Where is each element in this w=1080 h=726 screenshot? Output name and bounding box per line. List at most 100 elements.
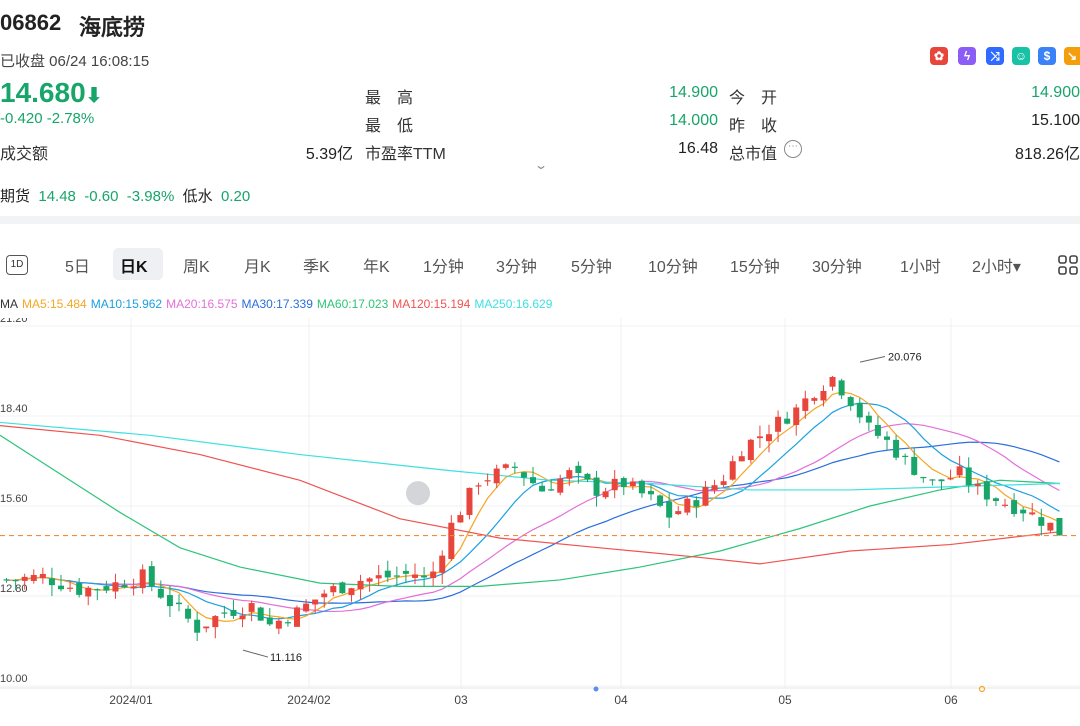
tab-13[interactable]: 2小时▾ (972, 259, 1021, 276)
candle-body (12, 580, 19, 582)
candle-body (221, 612, 228, 614)
chart-icon[interactable]: ↘ (1064, 47, 1080, 65)
candle-body (384, 570, 391, 578)
candle-body (393, 575, 400, 577)
tab-1[interactable]: 日K (120, 259, 148, 276)
tab-7[interactable]: 3分钟 (496, 259, 537, 276)
tab-2[interactable]: 周K (183, 259, 210, 276)
candle-body (130, 586, 137, 589)
open-value: 14.900 (1031, 84, 1080, 101)
ma30-line (6, 441, 1060, 604)
ma60-line (0, 434, 1061, 587)
expand-chevron-icon[interactable]: ⌄ (533, 158, 549, 172)
candle-body (766, 434, 772, 442)
tab-5[interactable]: 年K (363, 259, 390, 276)
candle-body (194, 619, 201, 633)
candlestick-chart[interactable]: 21.20 18.40 15.60 12.80 10.00 2024/01 2024/02 0… (0, 318, 1080, 724)
candle-body (421, 575, 428, 578)
candle-body (112, 582, 119, 592)
event-marker[interactable] (978, 685, 986, 693)
candle-body (902, 455, 909, 458)
candle-body (76, 582, 83, 595)
candle-body (675, 511, 682, 515)
candle-body (457, 515, 464, 523)
candle-body (657, 495, 664, 506)
candle-body (530, 477, 536, 484)
candle-body (493, 468, 500, 484)
candle-body (157, 588, 164, 598)
tab-9[interactable]: 10分钟 (648, 259, 698, 276)
futures-row: 期货 14.48 -0.60 -3.98% 低水 0.20 (0, 185, 250, 206)
futures-price: 14.48 (38, 188, 76, 205)
lightning-icon[interactable]: ϟ (958, 47, 976, 65)
candle-body (185, 608, 192, 619)
candle-body (947, 478, 954, 480)
candle-body (30, 574, 37, 581)
ma-prefix: MA (0, 297, 18, 311)
candle-body (693, 500, 700, 507)
tab-0[interactable]: 5日 (65, 259, 90, 276)
tab-4[interactable]: 季K (303, 259, 330, 276)
candle-body (402, 570, 409, 574)
candle-body (520, 472, 527, 478)
one-day-button[interactable]: 1D (6, 255, 28, 275)
layout-grid-icon[interactable] (1058, 255, 1078, 275)
candle-body (176, 602, 182, 605)
candle-body (620, 478, 627, 488)
shuffle-icon[interactable]: ⤨ (986, 47, 1004, 65)
candle-body (938, 479, 945, 482)
futures-discount: 0.20 (221, 188, 251, 205)
section-divider (0, 216, 1080, 224)
smile-icon[interactable]: ☺ (1012, 47, 1030, 65)
candle-body (239, 615, 246, 620)
candle-body (602, 491, 609, 498)
candle-body (39, 573, 46, 579)
candle-body (865, 415, 872, 423)
ma-legend-item: MA10:15.962 (90, 297, 163, 311)
candle-body (856, 403, 863, 418)
more-info-icon[interactable]: ⋯ (784, 140, 802, 158)
futures-discount-label: 低水 (182, 188, 213, 205)
candle-body (103, 586, 110, 591)
tab-3[interactable]: 月K (244, 259, 271, 276)
hk-flag-icon[interactable]: ✿ (930, 47, 948, 65)
tab-6[interactable]: 1分钟 (423, 259, 464, 276)
candle-body (702, 487, 709, 506)
ma-legend: MA MA5:15.484 MA10:15.962 MA20:16.575 MA30:1… (0, 297, 556, 311)
candle-body (85, 587, 92, 597)
candle-body (1038, 517, 1045, 526)
tab-8[interactable]: 5分钟 (571, 259, 612, 276)
candle-body (511, 466, 518, 468)
candle-body (230, 609, 237, 616)
ma120-line (0, 425, 1061, 565)
candle-body (312, 599, 319, 605)
candle-body (166, 595, 173, 607)
candle-body (584, 473, 591, 480)
tab-11[interactable]: 30分钟 (812, 259, 862, 276)
candle-body (557, 478, 564, 493)
crosshair-dot[interactable] (406, 481, 430, 506)
high-annotation-label: 20.076 (888, 352, 922, 364)
stock-code: 06862 (0, 10, 62, 35)
candle-body (1029, 512, 1036, 515)
price-value: 14.680 (0, 77, 86, 108)
candle-body (539, 485, 546, 492)
candle-body (375, 575, 382, 579)
tab-12[interactable]: 1小时 (900, 259, 941, 276)
x-tick-label: 2024/01 (109, 693, 153, 707)
candle-body (430, 571, 437, 579)
candle-body (820, 390, 827, 401)
candle-body (21, 576, 28, 581)
candle-body (992, 498, 999, 501)
dollar-icon[interactable]: $ (1038, 47, 1056, 65)
tab-10[interactable]: 15分钟 (730, 259, 780, 276)
low-annotation-label: 11.116 (270, 652, 302, 664)
candle-body (720, 481, 727, 485)
event-marker[interactable] (593, 686, 599, 692)
candle-body (212, 616, 219, 628)
candle-body (638, 480, 645, 494)
candle-body (838, 380, 845, 396)
open-label: 今 开 (729, 90, 778, 107)
candle-body (983, 481, 990, 500)
ma-legend-item: MA5:15.484 (22, 297, 87, 311)
